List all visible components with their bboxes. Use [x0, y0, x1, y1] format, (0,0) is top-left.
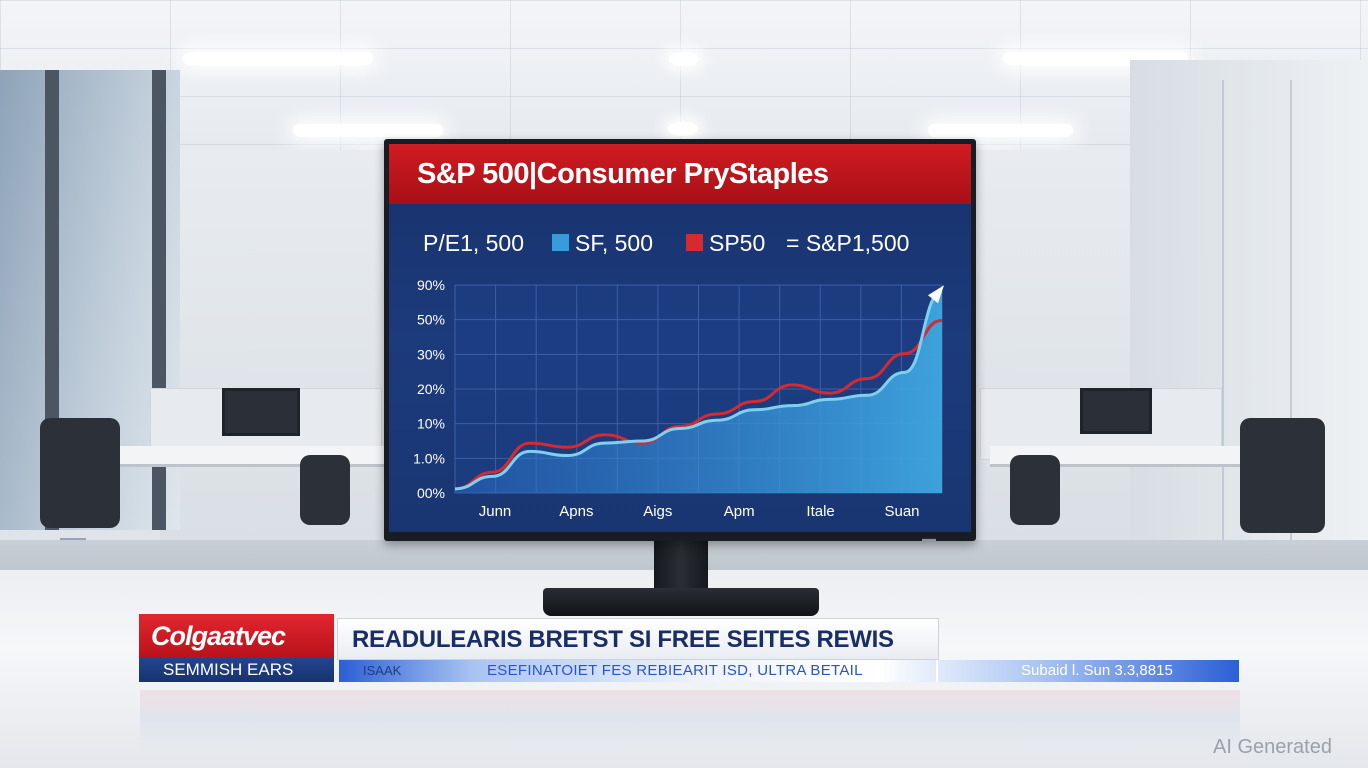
legend-label: = S&P1,500	[786, 230, 910, 256]
line-area-chart: 90% 50% 30% 20% 10% 1.0% 00% Junn Apns Aigs Apm Ita…	[413, 277, 944, 520]
office-chair	[300, 455, 350, 525]
monitor-stand-neck	[654, 541, 708, 591]
brand-name: Colgaatvec	[151, 621, 286, 651]
series-line-red	[454, 318, 943, 491]
legend-swatch	[552, 234, 569, 251]
ticker-label: ISAAK	[363, 663, 402, 678]
y-tick-label: 10%	[417, 416, 445, 432]
monitor: S&P 500|Consumer PryStaples P/E1, 500 SF…	[384, 139, 976, 541]
x-tick-label: Apns	[559, 503, 593, 520]
legend-swatch	[686, 234, 703, 251]
ticker-right: Subaid l. Sun 3.3,8815	[1021, 662, 1173, 679]
office-chair	[1240, 418, 1325, 533]
y-tick-label: 30%	[417, 346, 445, 362]
area-fill	[455, 291, 942, 493]
series-line-blue	[454, 289, 943, 491]
trend-arrow-head	[928, 285, 944, 304]
monitor-logo: ▬▬	[922, 536, 936, 543]
x-tick-label: Junn	[479, 503, 512, 520]
headline-text: READULEARIS BRETST SI FREE SEITES REWIS	[352, 626, 894, 653]
office-chair	[40, 418, 120, 528]
ceiling-light	[293, 124, 443, 137]
legend-label: SF, 500	[575, 230, 653, 256]
background-desk	[990, 446, 1280, 467]
legend-label: P/E1, 500	[423, 230, 525, 256]
y-tick-label: 90%	[417, 277, 445, 293]
x-tick-label: Italе	[806, 503, 834, 520]
y-tick-label: 1.0%	[413, 450, 445, 466]
screen-title-bar: S&P 500|Consumer PryStaples	[389, 144, 971, 204]
ceiling-spotlight	[669, 52, 699, 66]
lower-third-brand: Colgaatvec	[139, 614, 334, 658]
screen-title: S&P 500|Consumer PryStaples	[417, 158, 829, 190]
y-tick-label: 00%	[417, 485, 445, 501]
wall-panel-line	[1222, 80, 1224, 550]
news-ticker: ISAAK ESEFINATOIET FES REBIEARIT ISD, UL…	[339, 660, 1239, 682]
ai-generated-watermark: AI Generated	[1213, 736, 1332, 758]
ticker-text: ESEFINATOIET FES REBIEARIT ISD, ULTRA BE…	[487, 662, 863, 679]
monitor-screen: S&P 500|Consumer PryStaples P/E1, 500 SF…	[389, 144, 971, 532]
brand-subtitle: SEMMISH EARS	[163, 660, 294, 679]
lower-third-headline: READULEARIS BRETST SI FREE SEITES REWIS	[337, 618, 939, 660]
background-monitor	[222, 388, 300, 436]
ceiling-light	[183, 52, 373, 65]
x-tick-label: Aigs	[643, 503, 672, 520]
ceiling-light	[928, 124, 1073, 137]
y-tick-label: 50%	[417, 312, 445, 328]
x-tick-label: Apm	[724, 503, 755, 520]
x-tick-label: Suan	[884, 503, 919, 520]
desk-reflection	[140, 690, 1240, 750]
wall-panel-line	[1290, 80, 1292, 550]
background-monitor	[1080, 388, 1152, 434]
y-tick-label: 20%	[417, 381, 445, 397]
office-chair	[1010, 455, 1060, 525]
legend-label: SP50	[709, 230, 766, 256]
ticker-divider	[936, 660, 938, 682]
lower-third-brand-sub: SEMMISH EARS	[139, 658, 334, 682]
window-mullion	[45, 70, 59, 530]
monitor-stand-base	[543, 588, 819, 616]
ceiling-spotlight	[668, 122, 698, 136]
chart-legend: P/E1, 500 SF, 500 SP50 = S&P1,500	[389, 226, 971, 260]
background-desk	[120, 446, 400, 467]
